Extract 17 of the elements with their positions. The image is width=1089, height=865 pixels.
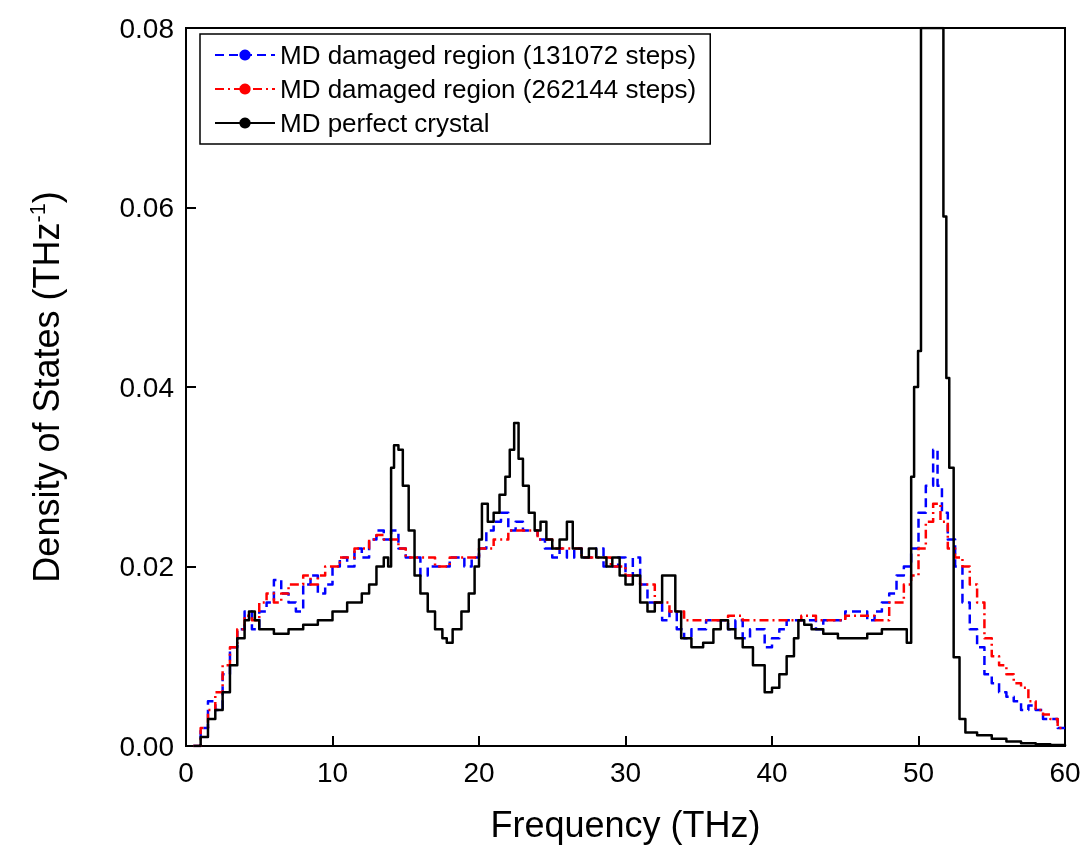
legend-label: MD damaged region (131072 steps): [280, 40, 697, 70]
y-tick-label: 0.00: [119, 730, 174, 762]
x-axis-title: Frequency (THz): [490, 803, 761, 845]
legend-label: MD perfect crystal: [280, 108, 490, 138]
y-axis-title: Density of States (THz-1): [24, 191, 67, 583]
y-tick-label: 0.06: [119, 192, 174, 223]
x-tick-label: 60: [1049, 756, 1081, 788]
x-tick-label: 40: [756, 756, 788, 788]
y-tick-label: 0.04: [119, 371, 174, 403]
x-tick-label: 0: [178, 756, 194, 788]
x-tick-label: 50: [902, 756, 935, 788]
x-tick-label: 10: [316, 756, 349, 788]
y-tick-label: 0.02: [119, 551, 174, 582]
y-tick-label: 0.08: [119, 12, 174, 44]
x-tick-label: 30: [609, 756, 642, 788]
legend-label: MD damaged region (262144 steps): [280, 74, 697, 104]
x-tick-label: 20: [463, 756, 495, 788]
